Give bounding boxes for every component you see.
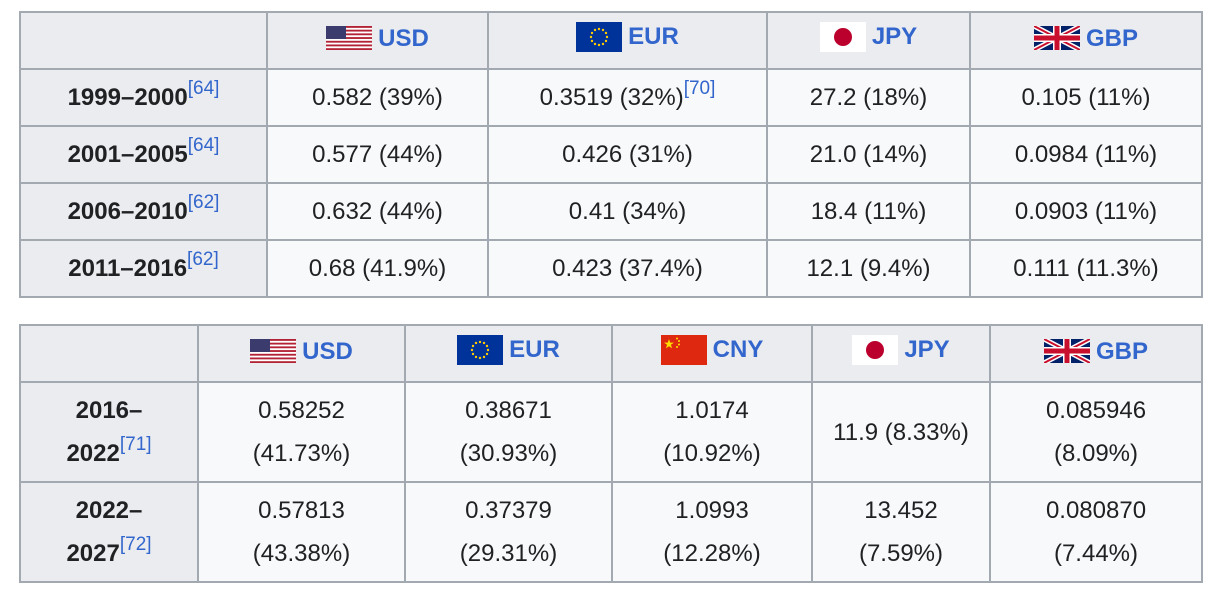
corner-cell: [19, 324, 199, 383]
usd-value-cell: 0.632 (44%): [266, 182, 489, 241]
eur-value-cell: 0.426 (31%): [487, 125, 768, 184]
china-flag-icon: [660, 334, 707, 365]
jpy-value-cell: 27.2 (18%): [766, 68, 971, 127]
cny-value-cell: 1.0993 (12.28%): [611, 481, 813, 583]
usd-value-cell: 0.57813 (43.38%): [197, 481, 406, 583]
row-header-period: 2022– 2027[72]: [19, 481, 199, 583]
eur-link[interactable]: EUR: [509, 336, 560, 364]
row-header-period: 1999–2000[64]: [19, 68, 268, 127]
gbp-value-cell: 0.0984 (11%): [969, 125, 1203, 184]
table-row: 2022– 2027[72] 0.57813 (43.38%) 0.37379 (29…: [19, 481, 1203, 583]
cny-value-cell: 1.0174 (10.92%): [611, 381, 813, 483]
gbp-link[interactable]: GBP: [1085, 24, 1138, 52]
row-header-period: 2016– 2022[71]: [19, 381, 199, 483]
table-row: 2016– 2022[71] 0.58252 (41.73%) 0.38671 (30…: [19, 381, 1203, 483]
corner-cell: [19, 11, 268, 70]
jpy-value-cell: 11.9 (8.33%): [811, 381, 991, 483]
jpy-value-cell: 21.0 (14%): [766, 125, 971, 184]
jpy-link[interactable]: JPY: [871, 23, 918, 51]
table-row: 2011–2016[62] 0.68 (41.9%) 0.423 (37.4%)…: [19, 239, 1203, 298]
column-header-eur: EUR: [487, 11, 768, 70]
row-header-period: 2011–2016[62]: [19, 239, 268, 298]
japan-flag-icon: [819, 21, 866, 52]
table-header-row: USD EUR: [19, 324, 1203, 383]
column-header-usd: USD: [266, 11, 489, 70]
column-header-eur: EUR: [404, 324, 613, 383]
column-header-gbp: GBP: [989, 324, 1203, 383]
gbp-link[interactable]: GBP: [1095, 337, 1148, 365]
eur-value-cell: 0.423 (37.4%): [487, 239, 768, 298]
citation-link[interactable]: [64]: [187, 135, 220, 156]
citation-link[interactable]: [72]: [119, 534, 152, 555]
usd-value-cell: 0.68 (41.9%): [266, 239, 489, 298]
usd-value-cell: 0.577 (44%): [266, 125, 489, 184]
eur-link[interactable]: EUR: [628, 23, 679, 51]
currency-weights-table-2016-2027: USD EUR: [19, 324, 1203, 583]
jpy-link[interactable]: JPY: [904, 336, 950, 364]
cny-link[interactable]: CNY: [712, 336, 764, 364]
gbp-value-cell: 0.0903 (11%): [969, 182, 1203, 241]
usd-value-cell: 0.58252 (41.73%): [197, 381, 406, 483]
gbp-value-cell: 0.111 (11.3%): [969, 239, 1203, 298]
japan-flag-icon: [852, 334, 899, 365]
gbp-value-cell: 0.105 (11%): [969, 68, 1203, 127]
jpy-value-cell: 13.452 (7.59%): [811, 481, 991, 583]
column-header-jpy: JPY: [811, 324, 991, 383]
citation-link[interactable]: [64]: [187, 78, 220, 99]
column-header-cny: CNY: [611, 324, 813, 383]
table-header-row: USD EUR: [19, 11, 1203, 70]
row-header-period: 2006–2010[62]: [19, 182, 268, 241]
table-row: 2001–2005[64] 0.577 (44%) 0.426 (31%) 21…: [19, 125, 1203, 184]
citation-link[interactable]: [70]: [683, 78, 716, 99]
gbp-value-cell: 0.085946 (8.09%): [989, 381, 1203, 483]
gbp-value-cell: 0.080870 (7.44%): [989, 481, 1203, 583]
eu-flag-icon: [576, 21, 623, 52]
eur-value-cell: 0.41 (34%): [487, 182, 768, 241]
column-header-jpy: JPY: [766, 11, 971, 70]
uk-flag-icon: [1043, 339, 1090, 364]
jpy-value-cell: 18.4 (11%): [766, 182, 971, 241]
citation-link[interactable]: [71]: [119, 434, 152, 455]
us-flag-icon: [250, 339, 297, 364]
table-row: 1999–2000[64] 0.582 (39%) 0.3519 (32%)[7…: [19, 68, 1203, 127]
usd-link[interactable]: USD: [302, 337, 353, 365]
jpy-value-cell: 12.1 (9.4%): [766, 239, 971, 298]
us-flag-icon: [326, 26, 373, 51]
column-header-usd: USD: [197, 324, 406, 383]
eu-flag-icon: [457, 334, 504, 365]
citation-link[interactable]: [62]: [187, 192, 220, 213]
citation-link[interactable]: [62]: [187, 249, 219, 270]
row-header-period: 2001–2005[64]: [19, 125, 268, 184]
usd-link[interactable]: USD: [378, 24, 429, 52]
table-row: 2006–2010[62] 0.632 (44%) 0.41 (34%) 18.…: [19, 182, 1203, 241]
eur-value-cell: 0.37379 (29.31%): [404, 481, 613, 583]
eur-value-cell: 0.38671 (30.93%): [404, 381, 613, 483]
column-header-gbp: GBP: [969, 11, 1203, 70]
currency-weights-table-1999-2016: USD EUR: [19, 11, 1203, 298]
eur-value-cell: 0.3519 (32%)[70]: [487, 68, 768, 127]
usd-value-cell: 0.582 (39%): [266, 68, 489, 127]
uk-flag-icon: [1033, 26, 1080, 51]
